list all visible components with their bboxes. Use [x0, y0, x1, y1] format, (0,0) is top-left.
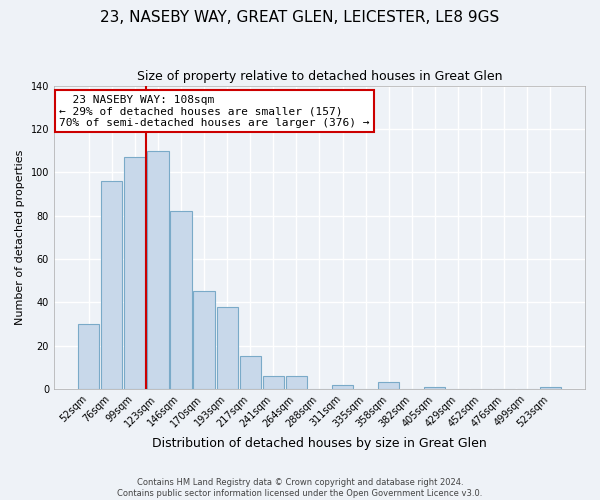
Bar	[539, 386, 561, 389]
Text: 23, NASEBY WAY, GREAT GLEN, LEICESTER, LE8 9GS: 23, NASEBY WAY, GREAT GLEN, LEICESTER, L…	[100, 10, 500, 25]
Bar	[286, 376, 307, 389]
Bar	[239, 356, 261, 389]
Bar	[193, 292, 215, 389]
X-axis label: Distribution of detached houses by size in Great Glen: Distribution of detached houses by size …	[152, 437, 487, 450]
Bar	[378, 382, 400, 389]
Bar	[78, 324, 99, 389]
Text: Contains HM Land Registry data © Crown copyright and database right 2024.
Contai: Contains HM Land Registry data © Crown c…	[118, 478, 482, 498]
Text: 23 NASEBY WAY: 108sqm  
← 29% of detached houses are smaller (157)
70% of semi-d: 23 NASEBY WAY: 108sqm ← 29% of detached …	[59, 94, 370, 128]
Bar	[263, 376, 284, 389]
Title: Size of property relative to detached houses in Great Glen: Size of property relative to detached ho…	[137, 70, 502, 83]
Bar	[332, 384, 353, 389]
Bar	[124, 157, 145, 389]
Y-axis label: Number of detached properties: Number of detached properties	[15, 150, 25, 325]
Bar	[147, 150, 169, 389]
Bar	[217, 306, 238, 389]
Bar	[170, 211, 191, 389]
Bar	[424, 386, 445, 389]
Bar	[101, 181, 122, 389]
